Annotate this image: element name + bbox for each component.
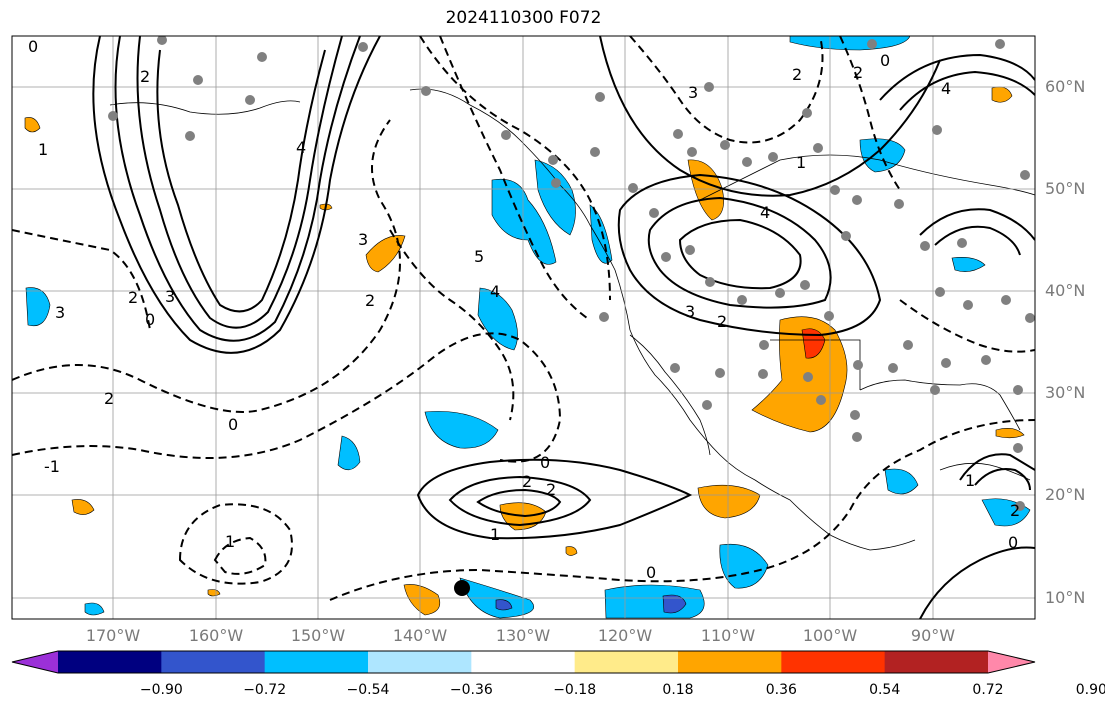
colorbar-extend-low [12, 651, 58, 673]
colorbar-tick-label: 0.54 [869, 682, 901, 698]
contour-label: 0 [540, 453, 550, 472]
colorbar-tick-label: −0.36 [449, 682, 493, 698]
contour-label: 4 [941, 79, 951, 98]
contour-label: 5 [474, 247, 484, 266]
longitude-label: 110°W [700, 626, 756, 645]
coastlines [109, 88, 1035, 551]
contour-label: -1 [44, 457, 60, 476]
latitude-label: 60°N [1045, 77, 1086, 96]
contour-label: 1 [38, 140, 48, 159]
contour-label: 3 [55, 303, 65, 322]
contour-label: 0 [880, 51, 890, 70]
contour-label: 2 [1010, 501, 1020, 520]
contour-label: 1 [490, 525, 500, 544]
contour-label: 2 [546, 480, 556, 499]
contour-label: 2 [128, 288, 138, 307]
contour-label: 3 [358, 230, 368, 249]
contour-label: 2 [717, 312, 727, 331]
contour-label: 1 [796, 153, 806, 172]
latitude-label: 40°N [1045, 281, 1086, 300]
colorbar-block [264, 651, 369, 673]
contour-label: 0 [28, 37, 38, 56]
longitude-label: 90°W [910, 626, 956, 645]
contour-label: 1 [965, 471, 975, 490]
shaded-fields [24, 36, 1031, 619]
colorbar-tick-label: 0.36 [765, 682, 797, 698]
colorbar-outline [11, 650, 1036, 674]
longitude-label: 130°W [495, 626, 551, 645]
contour-label: 2 [104, 389, 114, 408]
latitude-label: 10°N [1045, 588, 1086, 607]
graticule [12, 36, 1035, 619]
colorbar-block [471, 651, 576, 673]
colorbar-tick-label: −0.90 [139, 682, 183, 698]
longitude-label: 120°W [597, 626, 653, 645]
colorbar-tick-label: 0.90 [1075, 682, 1105, 698]
colorbar-block [781, 651, 886, 673]
colorbar-tick-label: −0.72 [243, 682, 287, 698]
colorbar-extend-high [988, 651, 1035, 673]
contour-label: 0 [228, 415, 238, 434]
longitude-label: 140°W [392, 626, 448, 645]
longitude-label: 170°W [85, 626, 141, 645]
contour-labels: 0 2 3 4 5 2 0 -1 1 2 0 3 4 2 1 3 2 3 4 0… [28, 37, 1020, 582]
contour-label: 3 [165, 287, 175, 306]
contour-label: 4 [760, 203, 770, 222]
colorbar-block [161, 651, 266, 673]
longitude-label: 100°W [802, 626, 858, 645]
contour-label: 0 [646, 563, 656, 582]
contour-label: 0 [1008, 533, 1018, 552]
contour-label: 2 [140, 67, 150, 86]
dashed-contours [12, 36, 1035, 601]
latitude-label: 20°N [1045, 485, 1086, 504]
contour-label: 2 [365, 291, 375, 310]
colorbar-blocks [11, 650, 1036, 674]
highlight-marker [454, 580, 470, 596]
latitude-label: 30°N [1045, 383, 1086, 402]
contour-label: 3 [688, 83, 698, 102]
colorbar-tick-label: −0.18 [553, 682, 597, 698]
contour-label: 2 [792, 65, 802, 84]
longitude-label: 150°W [290, 626, 346, 645]
contour-label: 2 [853, 63, 863, 82]
station-markers [108, 36, 1035, 511]
colorbar-block [58, 651, 162, 673]
solid-contours [92, 36, 1035, 619]
contour-label: 4 [490, 282, 500, 301]
contour-label: 3 [685, 302, 695, 321]
colorbar [11, 650, 1036, 674]
longitude-label: 160°W [188, 626, 244, 645]
colorbar-tick-label: 0.18 [662, 682, 694, 698]
map-frame [11, 35, 1036, 620]
colorbar-block [884, 651, 989, 673]
colorbar-tick-label: 0.72 [972, 682, 1004, 698]
colorbar-tick-label: −0.54 [346, 682, 390, 698]
latitude-label: 50°N [1045, 179, 1086, 198]
colorbar-block [368, 651, 472, 673]
map-title: 2024110300 F072 [445, 8, 602, 28]
contour-label: 0 [145, 310, 155, 329]
contour-label: 1 [225, 532, 235, 551]
contour-label: 4 [296, 138, 306, 157]
colorbar-block [678, 651, 782, 673]
colorbar-block [574, 651, 679, 673]
contour-label: 2 [522, 472, 532, 491]
